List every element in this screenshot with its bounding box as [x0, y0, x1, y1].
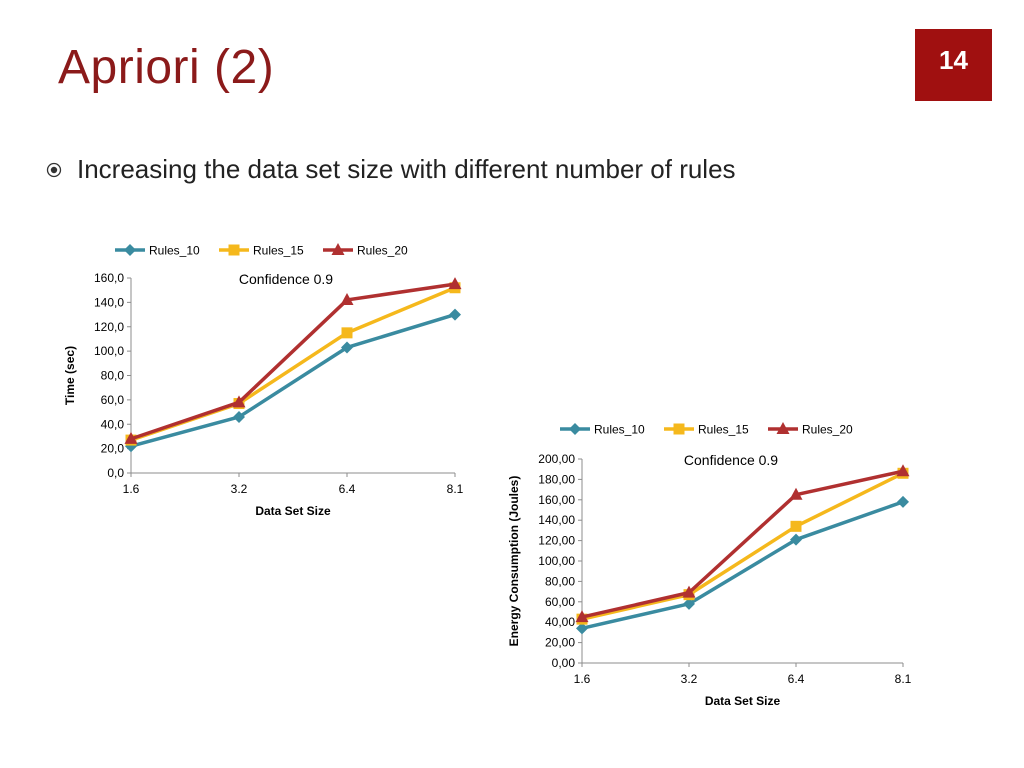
series-rules-10: [576, 495, 909, 635]
series-line: [581, 500, 904, 631]
circle-bullet-icon: [46, 162, 62, 177]
data-point: [682, 585, 696, 598]
page-number: 14: [939, 45, 968, 75]
legend-item-rules-20: Rules_20: [323, 243, 408, 258]
series-rules-15: [576, 467, 909, 625]
x-tick-label: 3.2: [231, 482, 248, 496]
x-tick-label: 6.4: [788, 672, 805, 686]
y-tick-label: 140,0: [94, 295, 124, 309]
data-point: [897, 495, 909, 508]
legend-marker: [673, 423, 685, 435]
legend-item-rules-10: Rules_10: [560, 423, 645, 437]
y-tick-label: 200,00: [538, 452, 575, 466]
series-rules-10: [125, 308, 461, 453]
x-tick-label: 6.4: [339, 482, 356, 496]
data-point: [232, 395, 246, 408]
data-point: [448, 277, 462, 290]
y-tick-label: 0,0: [107, 466, 124, 480]
x-tick-label: 1.6: [123, 482, 140, 496]
y-tick-label: 60,00: [545, 595, 575, 609]
x-tick-label: 1.6: [574, 672, 591, 686]
data-point: [576, 622, 588, 635]
y-tick-label: 20,00: [545, 636, 575, 650]
y-tick-label: 100,0: [94, 344, 124, 358]
legend-label: Rules_15: [698, 423, 749, 437]
series-rules-20: [575, 464, 910, 623]
legend-item-rules-15: Rules_15: [664, 423, 749, 437]
y-tick-label: 60,0: [101, 393, 125, 407]
page-number-badge: 14: [915, 29, 992, 101]
series-line: [581, 469, 904, 619]
series-line: [581, 471, 904, 621]
legend-marker: [776, 422, 790, 434]
data-point: [790, 533, 802, 546]
legend-label: Rules_10: [149, 244, 200, 258]
legend-item-rules-20: Rules_20: [768, 422, 853, 437]
y-axis-title: Time (sec): [63, 346, 77, 405]
data-point: [340, 292, 354, 305]
chart-title: Confidence 0.9: [684, 452, 778, 468]
slide-title: Apriori (2): [58, 41, 275, 94]
y-tick-label: 100,00: [538, 554, 575, 568]
data-point: [575, 610, 589, 623]
data-point: [449, 308, 461, 321]
legend-marker: [331, 243, 345, 255]
data-point: [683, 597, 695, 610]
y-tick-label: 0,00: [552, 656, 576, 670]
legend-label: Rules_10: [594, 423, 645, 437]
y-tick-label: 40,0: [101, 417, 125, 431]
x-axis-title: Data Set Size: [705, 694, 781, 708]
energy-chart: 0,00 20,00 40,00 60,00 80,00 100,00 120,00 140,…: [507, 422, 912, 708]
legend-item-rules-10: Rules_10: [115, 244, 200, 258]
series-rules-15: [125, 282, 461, 446]
time-chart: 0,0 20,0 40,0 60,0 80,0 100,0 120,0 140,0 160,0 1…: [63, 243, 464, 518]
series-line: [130, 286, 456, 442]
legend-label: Rules_20: [357, 244, 408, 258]
legend-label: Rules_20: [802, 423, 853, 437]
y-tick-label: 40,00: [545, 615, 575, 629]
data-point: [124, 431, 138, 444]
data-point: [341, 341, 353, 354]
y-tick-label: 140,00: [538, 513, 575, 527]
y-tick-label: 80,0: [101, 369, 125, 383]
bullet-text: Increasing the data set size with differ…: [77, 154, 736, 184]
legend-marker: [124, 244, 136, 256]
series-line: [130, 312, 456, 448]
x-tick-label: 8.1: [447, 482, 464, 496]
y-tick-label: 20,0: [101, 442, 125, 456]
legend-marker: [228, 244, 240, 256]
y-tick-label: 160,00: [538, 493, 575, 507]
x-axis-title: Data Set Size: [255, 504, 331, 518]
legend-marker: [569, 423, 581, 435]
legend-item-rules-15: Rules_15: [219, 244, 304, 258]
x-tick-label: 3.2: [681, 672, 698, 686]
data-point: [341, 327, 353, 339]
y-tick-label: 120,00: [538, 534, 575, 548]
y-tick-label: 180,00: [538, 472, 575, 486]
series-rules-20: [124, 277, 462, 444]
x-tick-label: 8.1: [895, 672, 912, 686]
data-point: [790, 520, 802, 532]
data-point: [233, 410, 245, 423]
data-point: [789, 487, 803, 500]
legend-label: Rules_15: [253, 244, 304, 258]
y-tick-label: 120,0: [94, 320, 124, 334]
series-line: [130, 282, 456, 441]
y-tick-label: 160,0: [94, 271, 124, 285]
bullet-item: Increasing the data set size with differ…: [46, 154, 736, 185]
y-tick-label: 80,00: [545, 574, 575, 588]
y-axis-title: Energy Consumption (Joules): [507, 476, 521, 647]
chart-title: Confidence 0.9: [239, 271, 333, 287]
data-point: [896, 464, 910, 477]
